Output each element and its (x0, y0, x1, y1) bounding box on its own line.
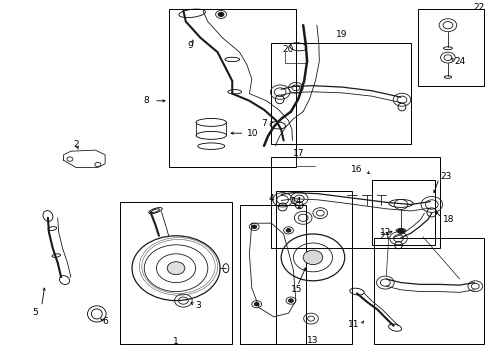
Text: 9: 9 (187, 41, 193, 50)
Bar (271, 157, 439, 248)
Text: 20: 20 (282, 45, 293, 54)
Text: 21: 21 (378, 233, 389, 242)
Text: 16: 16 (350, 165, 362, 174)
Text: 24: 24 (454, 58, 465, 67)
Bar (168, 9, 295, 167)
Bar (371, 180, 434, 245)
Circle shape (218, 12, 224, 17)
Text: 17: 17 (293, 149, 305, 158)
Text: 2: 2 (73, 140, 79, 149)
Text: 22: 22 (472, 4, 483, 13)
Text: 13: 13 (306, 336, 318, 345)
Text: 14: 14 (290, 197, 302, 206)
Text: 23: 23 (439, 172, 450, 181)
Text: 18: 18 (442, 215, 453, 224)
Text: 6: 6 (102, 317, 108, 325)
Circle shape (397, 229, 404, 234)
Bar (417, 9, 483, 86)
Circle shape (254, 302, 259, 306)
Text: 11: 11 (347, 320, 359, 329)
Bar (120, 202, 232, 344)
Bar (271, 43, 410, 144)
Text: 8: 8 (143, 96, 149, 105)
Text: 5: 5 (32, 308, 38, 317)
Circle shape (167, 262, 184, 275)
Circle shape (288, 299, 293, 302)
Text: 19: 19 (335, 30, 346, 39)
Text: 1: 1 (173, 337, 179, 346)
Text: 10: 10 (246, 129, 258, 138)
Text: 3: 3 (195, 301, 201, 310)
Circle shape (303, 250, 322, 265)
Circle shape (251, 225, 256, 229)
Bar (239, 205, 305, 344)
Text: 12: 12 (380, 228, 391, 237)
Bar (276, 191, 351, 344)
Text: 7: 7 (260, 119, 266, 128)
Bar (373, 238, 483, 344)
Circle shape (285, 229, 290, 232)
Text: 4: 4 (268, 194, 274, 202)
Text: 15: 15 (290, 285, 302, 294)
